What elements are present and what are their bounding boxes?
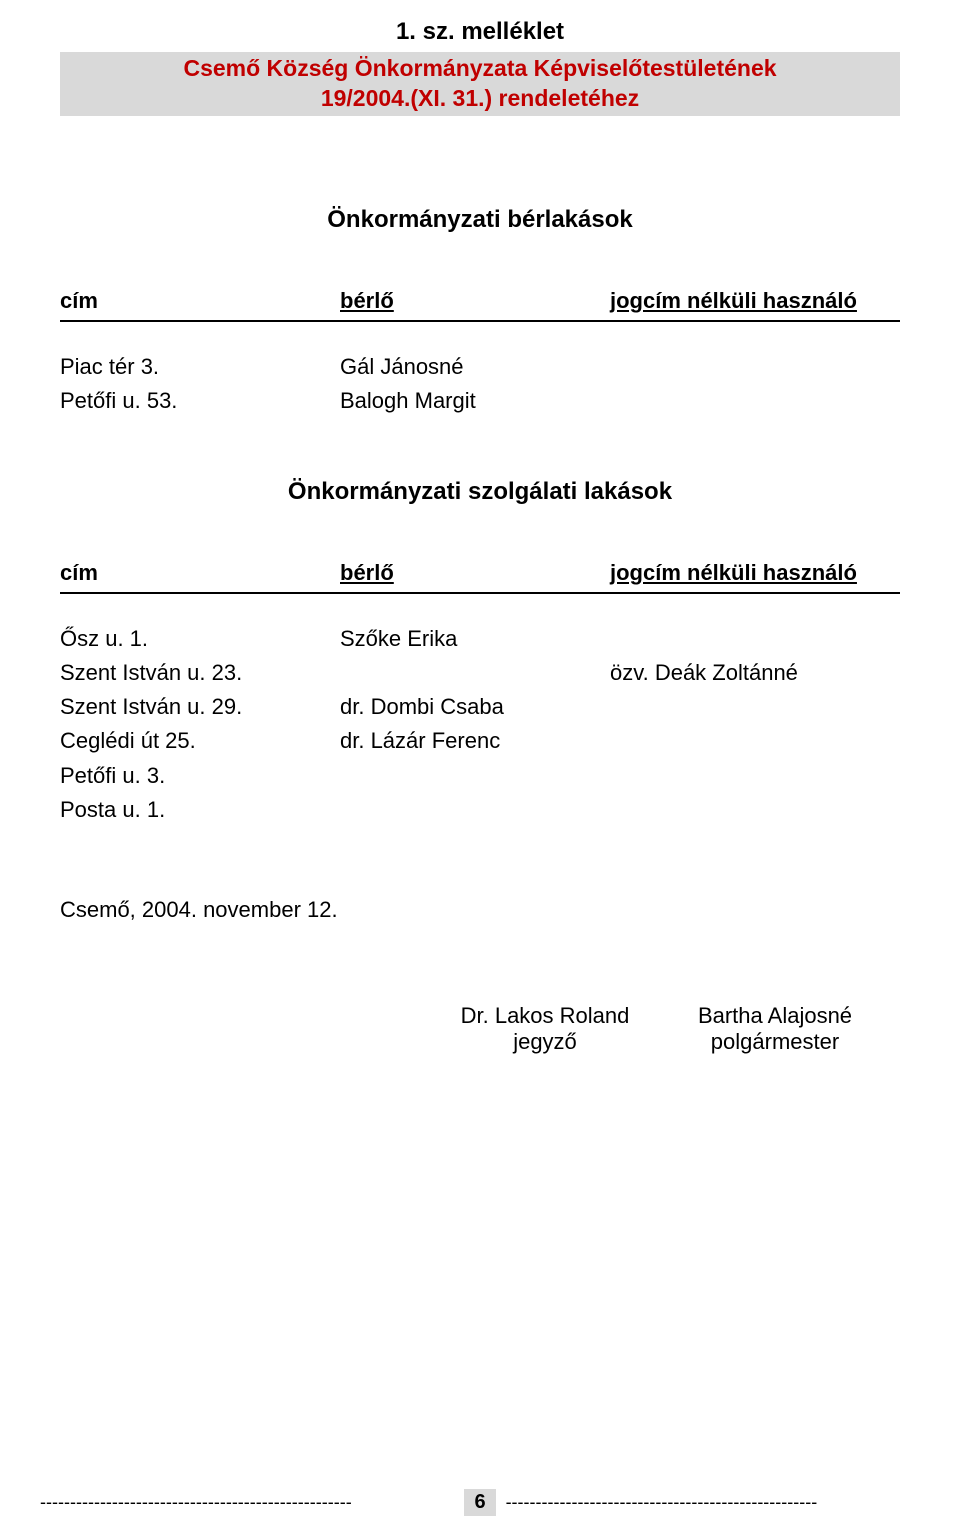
signature-spacer <box>60 1003 430 1055</box>
page-footer: ----------------------------------------… <box>0 1489 960 1516</box>
col-header-user: jogcím nélküli használó <box>610 556 900 590</box>
signatory-name: Bartha Alajosné <box>660 1003 890 1029</box>
cell-tenant <box>340 793 610 827</box>
signatory-name: Dr. Lakos Roland <box>430 1003 660 1029</box>
cell-user <box>610 724 900 758</box>
signature-block: Dr. Lakos Roland jegyző Bartha Alajosné … <box>60 1003 900 1055</box>
cell-tenant <box>340 656 610 690</box>
section2-heading: Önkormányzati szolgálati lakások <box>60 478 900 506</box>
subtitle-line1: Csemő Község Önkormányzata Képviselőtest… <box>60 54 900 84</box>
cell-address: Posta u. 1. <box>60 793 340 827</box>
cell-user <box>610 759 900 793</box>
table-row: Ceglédi út 25. dr. Lázár Ferenc <box>60 724 900 758</box>
cell-user: özv. Deák Zoltánné <box>610 656 900 690</box>
cell-address: Petőfi u. 53. <box>60 384 340 418</box>
page-number: 6 <box>464 1489 495 1516</box>
cell-tenant: Balogh Margit <box>340 384 610 418</box>
signatory-title: polgármester <box>660 1029 890 1055</box>
cell-address: Petőfi u. 3. <box>60 759 340 793</box>
cell-address: Ősz u. 1. <box>60 622 340 656</box>
table-row: Petőfi u. 3. <box>60 759 900 793</box>
footer-dashes-right: ----------------------------------------… <box>506 1492 920 1513</box>
table-row: Petőfi u. 53. Balogh Margit <box>60 384 900 418</box>
footer-dashes-left: ----------------------------------------… <box>40 1492 454 1513</box>
cell-tenant: Szőke Erika <box>340 622 610 656</box>
section1-heading: Önkormányzati bérlakások <box>60 206 900 234</box>
signatory-title: jegyző <box>430 1029 660 1055</box>
cell-tenant: Gál Jánosné <box>340 350 610 384</box>
cell-address: Szent István u. 23. <box>60 656 340 690</box>
signature-right: Bartha Alajosné polgármester <box>660 1003 890 1055</box>
cell-address: Szent István u. 29. <box>60 690 340 724</box>
cell-user <box>610 690 900 724</box>
col-header-user: jogcím nélküli használó <box>610 284 900 318</box>
col-header-tenant: bérlő <box>340 556 610 590</box>
subtitle-banner: Csemő Község Önkormányzata Képviselőtest… <box>60 52 900 116</box>
table-row: Szent István u. 29. dr. Dombi Csaba <box>60 690 900 724</box>
cell-address: Piac tér 3. <box>60 350 340 384</box>
page: 1. sz. melléklet Csemő Község Önkormányz… <box>0 0 960 1536</box>
cell-user <box>610 622 900 656</box>
table-row: Ősz u. 1. Szőke Erika <box>60 622 900 656</box>
cell-user <box>610 384 900 418</box>
table-row: Posta u. 1. <box>60 793 900 827</box>
col-header-tenant: bérlő <box>340 284 610 318</box>
cell-user <box>610 793 900 827</box>
cell-address: Ceglédi út 25. <box>60 724 340 758</box>
signature-left: Dr. Lakos Roland jegyző <box>430 1003 660 1055</box>
cell-tenant: dr. Lázár Ferenc <box>340 724 610 758</box>
table-row: Szent István u. 23. özv. Deák Zoltánné <box>60 656 900 690</box>
attachment-title: 1. sz. melléklet <box>60 18 900 46</box>
subtitle-line2: 19/2004.(XI. 31.) rendeletéhez <box>60 84 900 114</box>
section2-rows: Ősz u. 1. Szőke Erika Szent István u. 23… <box>60 622 900 827</box>
section1-header-row: cím bérlő jogcím nélküli használó <box>60 284 900 322</box>
section2-header-row: cím bérlő jogcím nélküli használó <box>60 556 900 594</box>
cell-tenant <box>340 759 610 793</box>
date-line: Csemő, 2004. november 12. <box>60 897 900 923</box>
col-header-address: cím <box>60 556 340 590</box>
col-header-address: cím <box>60 284 340 318</box>
cell-user <box>610 350 900 384</box>
table-row: Piac tér 3. Gál Jánosné <box>60 350 900 384</box>
section1-rows: Piac tér 3. Gál Jánosné Petőfi u. 53. Ba… <box>60 350 900 418</box>
cell-tenant: dr. Dombi Csaba <box>340 690 610 724</box>
